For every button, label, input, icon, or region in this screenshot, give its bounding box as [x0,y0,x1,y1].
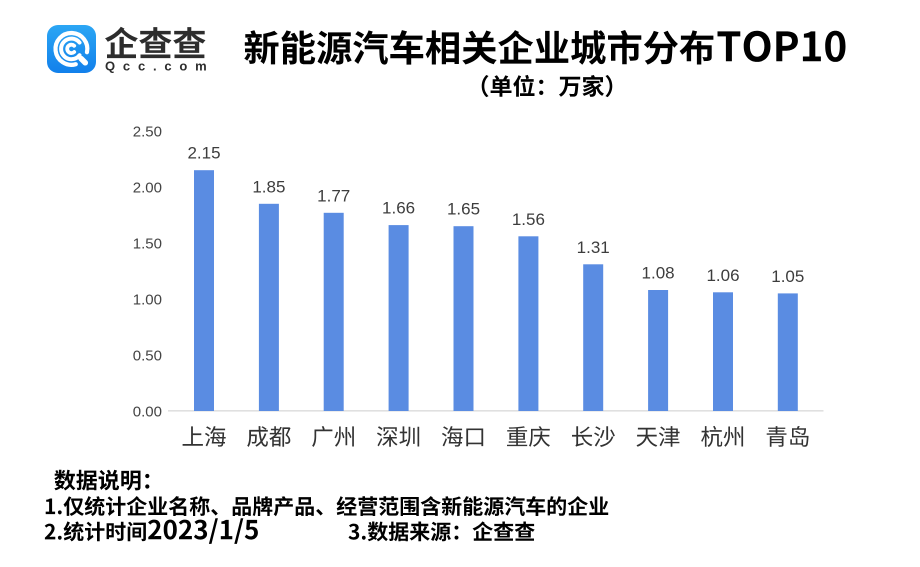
svg-text:0.00: 0.00 [133,403,162,420]
svg-text:1.31: 1.31 [577,238,610,257]
svg-text:1.50: 1.50 [133,235,162,252]
svg-text:2.15: 2.15 [187,144,220,163]
svg-text:2.50: 2.50 [133,123,162,140]
svg-text:1.65: 1.65 [447,200,480,219]
svg-text:Qcc.com: Qcc.com [105,59,215,74]
svg-text:1.06: 1.06 [706,266,739,285]
svg-text:1.56: 1.56 [512,210,545,229]
svg-text:1.05: 1.05 [771,267,804,286]
svg-text:1.00: 1.00 [133,291,162,308]
svg-text:1.85: 1.85 [252,177,285,196]
svg-text:1.77: 1.77 [317,186,350,205]
svg-text:0.50: 0.50 [133,347,162,364]
svg-text:1.66: 1.66 [382,199,415,218]
svg-text:1.08: 1.08 [642,264,675,283]
svg-text:2.00: 2.00 [133,179,162,196]
